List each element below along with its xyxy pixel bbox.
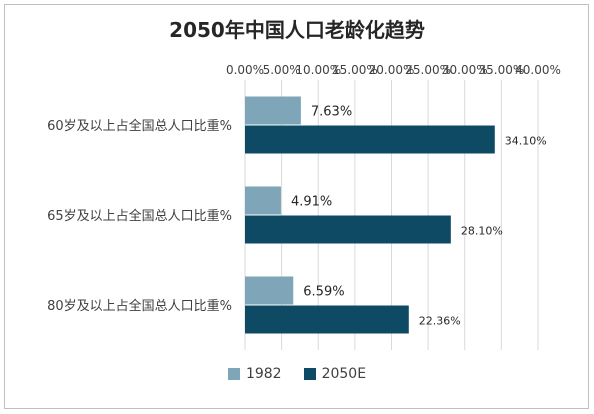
legend-label-1982: 1982 bbox=[245, 366, 282, 382]
data-label: 4.91% bbox=[291, 195, 332, 210]
bar bbox=[245, 186, 281, 215]
x-tick-label: 30.00% bbox=[442, 63, 488, 77]
legend-item-1982: 1982 bbox=[227, 366, 282, 382]
x-tick-label: 15.00% bbox=[332, 63, 378, 77]
bar bbox=[245, 96, 301, 125]
legend-item-2050e: 2050E bbox=[303, 366, 367, 382]
data-label: 6.59% bbox=[303, 285, 344, 300]
bar bbox=[245, 276, 294, 305]
legend-swatch-1982 bbox=[227, 368, 240, 380]
data-label: 34.10% bbox=[505, 135, 547, 148]
data-label: 28.10% bbox=[461, 225, 503, 238]
bar bbox=[245, 215, 451, 244]
x-tick-label: 35.00% bbox=[478, 63, 524, 77]
chart-title: 2050年中国人口老龄化趋势 bbox=[169, 18, 425, 42]
data-label: 7.63% bbox=[311, 105, 352, 120]
category-label: 60岁及以上占全国总人口比重% bbox=[47, 118, 232, 134]
bar bbox=[245, 305, 409, 334]
x-tick-label: 20.00% bbox=[369, 63, 415, 77]
x-tick-label: 0.00% bbox=[226, 63, 264, 77]
x-tick-label: 40.00% bbox=[515, 63, 561, 77]
category-label: 80岁及以上占全国总人口比重% bbox=[47, 298, 232, 314]
legend-swatch-2050e bbox=[303, 368, 316, 380]
x-tick-label: 10.00% bbox=[295, 63, 341, 77]
chart-frame bbox=[4, 4, 589, 409]
x-tick-label: 25.00% bbox=[405, 63, 451, 77]
bar bbox=[245, 125, 495, 154]
category-label: 65岁及以上占全国总人口比重% bbox=[47, 208, 232, 224]
legend: 1982 2050E bbox=[0, 366, 594, 382]
data-label: 22.36% bbox=[419, 315, 461, 328]
legend-label-2050e: 2050E bbox=[321, 366, 367, 382]
x-tick-label: 5.00% bbox=[263, 63, 301, 77]
